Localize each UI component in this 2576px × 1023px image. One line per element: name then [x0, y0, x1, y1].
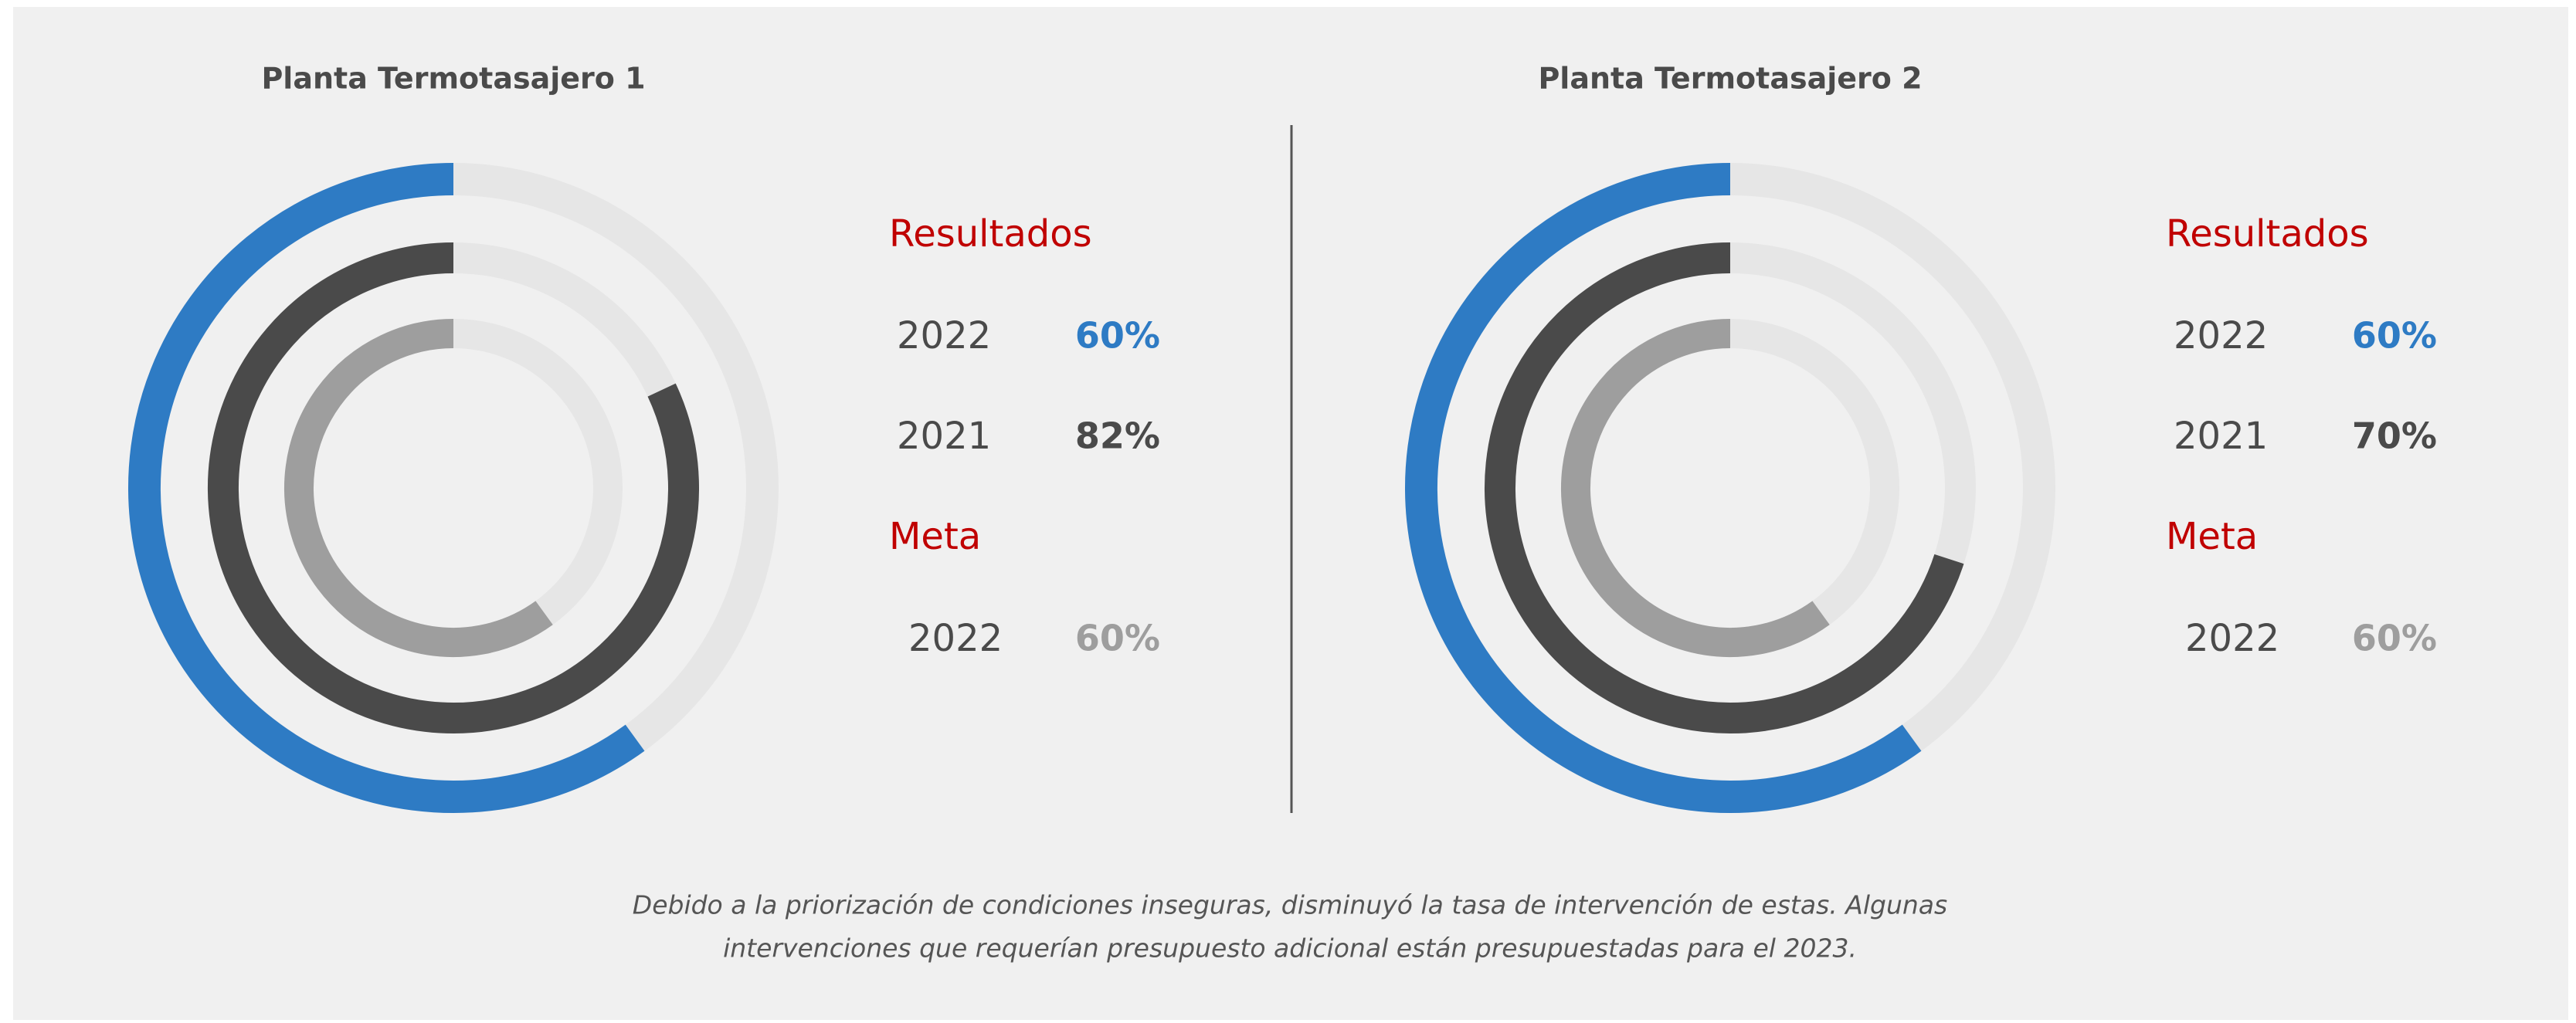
caption: Debido a la priorización de condiciones …: [633, 890, 1947, 920]
legend-year: 2021: [2174, 415, 2268, 458]
ring-bar: [208, 242, 699, 733]
legend-heading: Resultados: [889, 212, 1092, 256]
ring-bar: [1561, 319, 1830, 657]
legend-value: 60%: [2352, 618, 2437, 659]
legend-heading: Meta: [2166, 515, 2258, 558]
legend-year: 2021: [897, 415, 991, 458]
legend-year: 2022: [897, 314, 991, 357]
ring-bar: [284, 319, 553, 657]
legend-value: 60%: [1075, 618, 1160, 659]
legend-heading: Meta: [889, 515, 981, 558]
caption: intervenciones que requerían presupuesto…: [723, 933, 1857, 964]
ring-bar: [1485, 242, 1964, 733]
legend-value: 60%: [1075, 315, 1160, 357]
legend-value: 82%: [1075, 415, 1160, 457]
chart-title: Planta Termotasajero 1: [261, 62, 645, 96]
ring-bar: [1405, 163, 1922, 813]
legend-value: 60%: [2352, 315, 2437, 357]
legend-year: 2022: [908, 617, 1003, 660]
ring-bar: [128, 163, 645, 813]
chart-title: Planta Termotasajero 2: [1538, 62, 1922, 96]
legend-year: 2022: [2174, 314, 2268, 357]
legend-value: 70%: [2352, 415, 2437, 457]
legend-heading: Resultados: [2166, 212, 2369, 256]
legend-year: 2022: [2185, 617, 2279, 660]
